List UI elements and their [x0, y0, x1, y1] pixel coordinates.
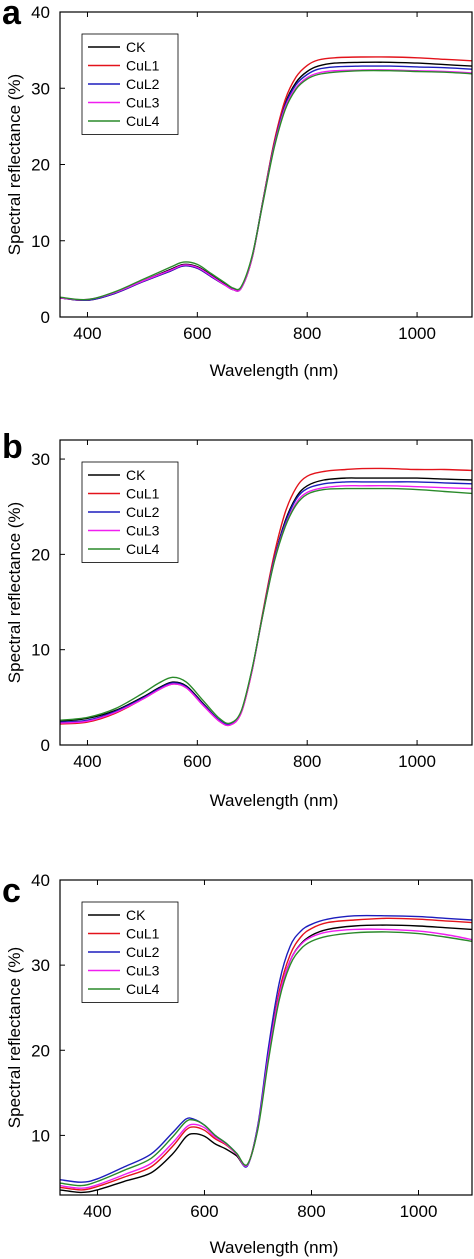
series-line-cul4: [60, 487, 472, 725]
y-tick-label: 20: [31, 1041, 50, 1060]
y-tick-label: 40: [31, 871, 50, 890]
y-tick-label: 40: [31, 3, 50, 22]
y-axis-title: Spectral reflectance (%): [5, 74, 24, 255]
series-line-cul4: [60, 931, 472, 1187]
y-axis-title: Spectral reflectance (%): [5, 502, 24, 683]
y-tick-label: 30: [31, 956, 50, 975]
y-axis-title: Spectral reflectance (%): [5, 947, 24, 1128]
legend: CK CuL1 CuL2 CuL3 CuL4: [81, 33, 179, 135]
x-tick-label: 800: [293, 324, 321, 343]
y-tick-label: 0: [41, 736, 50, 755]
legend-label-ck: CK: [126, 907, 146, 923]
legend-label-ck: CK: [126, 467, 146, 483]
panel-label: b: [2, 428, 23, 466]
legend-label-cul2: CuL2: [126, 944, 160, 960]
series-group: [60, 56, 472, 302]
x-tick-label: 1000: [400, 1202, 438, 1221]
x-axis-title: Wavelength (nm): [210, 1238, 339, 1257]
x-tick-label: 1000: [398, 324, 436, 343]
y-tick-label: 30: [31, 79, 50, 98]
x-tick-label: 1000: [398, 752, 436, 771]
chart-panel-b: b 400 600 800 1000 0 10 20 30 Wavelength (nm) Spec…: [2, 428, 473, 810]
legend-label-cul1: CuL1: [126, 486, 160, 502]
x-axis-title: Wavelength (nm): [210, 361, 339, 380]
y-tick-label: 10: [31, 232, 50, 251]
x-tick-label: 400: [73, 752, 101, 771]
y-tick-label: 20: [31, 545, 50, 564]
legend-label-cul3: CuL3: [126, 95, 160, 111]
x-tick-label: 600: [183, 752, 211, 771]
x-tick-label: 400: [73, 324, 101, 343]
legend: CK CuL1 CuL2 CuL3 CuL4: [81, 901, 179, 1003]
legend-label-cul3: CuL3: [126, 523, 160, 539]
y-tick-label: 0: [41, 308, 50, 327]
legend-label-cul2: CuL2: [126, 76, 160, 92]
plot-frame: [59, 879, 473, 1196]
chart-panel-c: c 400 600 800 1000 10 20 30 40 Wavelength (nm) Spe…: [2, 871, 473, 1257]
panel-label: c: [2, 872, 21, 910]
legend-label-cul2: CuL2: [126, 504, 160, 520]
legend-label-cul1: CuL1: [126, 926, 160, 942]
x-axis-title: Wavelength (nm): [210, 791, 339, 810]
legend-label-cul4: CuL4: [126, 113, 160, 129]
legend: CK CuL1 CuL2 CuL3 CuL4: [81, 461, 179, 563]
legend-label-cul4: CuL4: [126, 541, 160, 557]
legend-label-cul4: CuL4: [126, 981, 160, 997]
y-tick-label: 20: [31, 156, 50, 175]
y-tick-label: 10: [31, 1126, 50, 1145]
legend-label-ck: CK: [126, 39, 146, 55]
y-tick-label: 10: [31, 641, 50, 660]
plot-frame: [59, 439, 473, 746]
x-tick-label: 800: [297, 1202, 325, 1221]
x-tick-label: 400: [83, 1202, 111, 1221]
x-tick-label: 600: [190, 1202, 218, 1221]
series-group: [60, 914, 472, 1194]
legend-label-cul1: CuL1: [126, 58, 160, 74]
series-line-cul4: [60, 69, 472, 301]
chart-panel-a: a 400 600 800 1000 0 10 20 30 40 Wavelength (nm) Sp…: [2, 0, 473, 380]
x-tick-label: 600: [183, 324, 211, 343]
x-tick-label: 800: [293, 752, 321, 771]
panel-label: a: [2, 0, 22, 32]
legend-label-cul3: CuL3: [126, 963, 160, 979]
y-tick-label: 30: [31, 450, 50, 469]
series-group: [60, 467, 472, 727]
